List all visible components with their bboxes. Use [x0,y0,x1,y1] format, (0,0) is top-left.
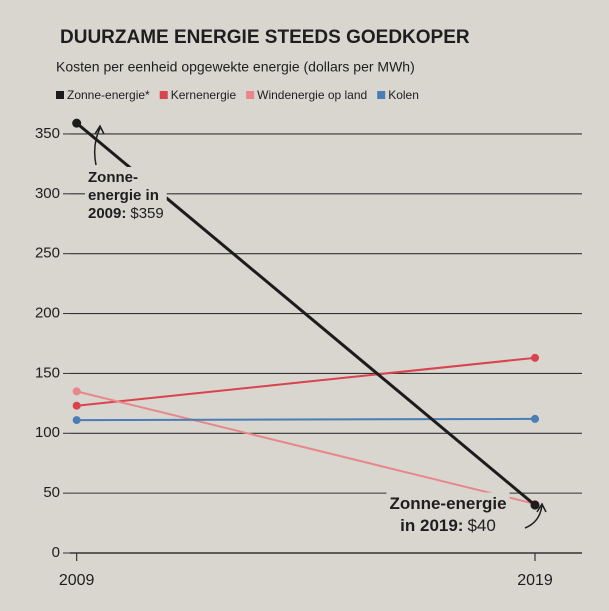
data-point [72,401,81,410]
legend-label: Kernenergie [171,88,237,102]
series-line [76,390,536,505]
data-point [530,500,540,510]
y-tick-label: 300 [35,185,60,202]
annotation-background [386,492,510,538]
annotation-arrow [524,502,547,529]
annotation-bold: Zonne-energie [389,494,506,513]
y-tick-label: 350 [35,125,60,142]
annotation-text: energie in [88,187,159,204]
y-tick-label: 50 [43,484,60,501]
legend-swatch [377,91,386,99]
y-tick-label: 200 [35,305,60,322]
legend-label: Windenergie op land [257,88,367,102]
annotation-text: Zonne- [88,169,138,186]
data-point [72,118,82,128]
y-tick-label: 150 [35,364,60,381]
series-line [76,356,536,407]
y-tick-label: 0 [52,544,60,561]
annotation-bold: Zonne- [88,169,138,186]
annotation-bold: in 2019: [400,516,463,535]
legend-swatch [159,91,168,99]
legend-swatch [246,91,255,99]
data-point [531,414,539,423]
chart-title: DUURZAME ENERGIE STEEDS GOEDKOPER [60,27,470,48]
chart-subtitle: Kosten per eenheid opgewekte energie (do… [56,59,415,75]
annotation-text: Zonne-energie [389,494,506,513]
x-tick-label: 2009 [59,572,95,589]
legend-swatch [56,91,64,99]
annotation-amount: $359 [130,205,163,222]
data-point [531,353,539,362]
annotation-background [85,166,167,224]
annotation-bold: 2009: [88,205,126,222]
legend-label: Kolen [388,88,419,102]
y-tick-label: 250 [35,245,60,262]
annotation-arrow [93,124,105,166]
annotation-bold: energie in [88,187,159,204]
annotation-text: 2009: $359 [88,205,164,222]
series-line [76,417,536,422]
data-point [72,387,81,396]
annotation-text: in 2019: $40 [400,516,496,535]
legend-label: Zonne-energie* [67,88,150,102]
x-tick-label: 2019 [517,572,553,589]
annotation-amount: $40 [467,516,495,535]
data-point [72,416,81,425]
y-tick-label: 100 [35,424,60,441]
